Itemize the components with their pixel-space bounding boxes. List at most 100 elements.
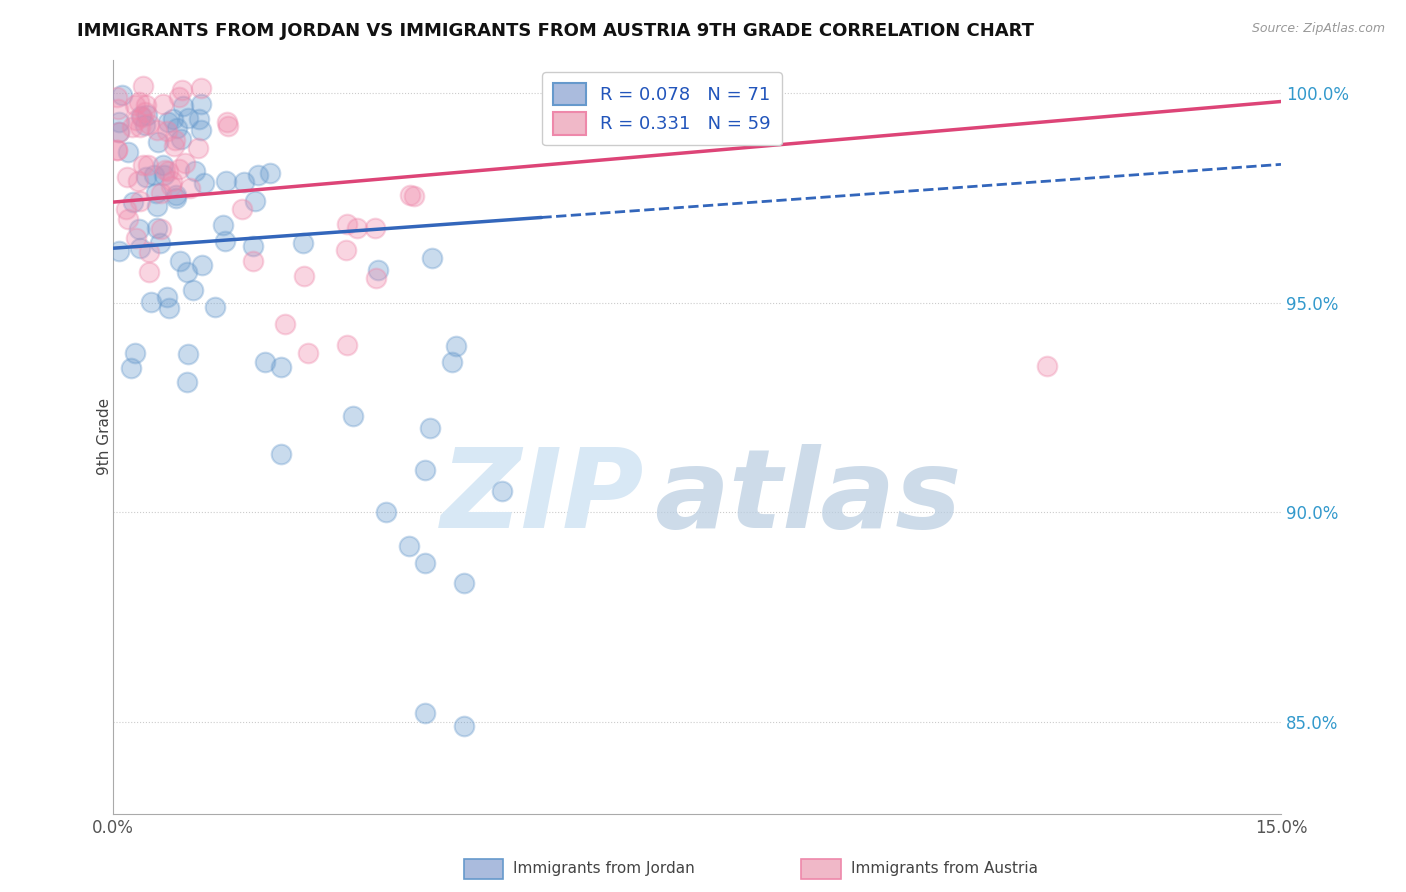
- Point: [231, 202, 253, 216]
- Point: [111, 87, 134, 102]
- Point: [156, 115, 179, 129]
- Point: [105, 143, 128, 157]
- Text: Immigrants from Jordan: Immigrants from Jordan: [513, 862, 695, 876]
- Point: [420, 251, 443, 265]
- Point: [170, 83, 193, 97]
- Point: [107, 125, 129, 139]
- Point: [367, 262, 389, 277]
- Point: [138, 244, 160, 259]
- Point: [142, 168, 165, 182]
- Point: [129, 241, 152, 255]
- Text: Source: ZipAtlas.com: Source: ZipAtlas.com: [1251, 22, 1385, 36]
- Point: [120, 360, 142, 375]
- Point: [125, 230, 148, 244]
- Point: [153, 168, 176, 182]
- Point: [215, 115, 238, 129]
- Point: [156, 290, 179, 304]
- Point: [212, 218, 235, 232]
- Point: [107, 102, 129, 116]
- Point: [413, 706, 436, 721]
- Point: [444, 339, 467, 353]
- Point: [491, 484, 513, 499]
- Point: [270, 360, 292, 375]
- Point: [190, 80, 212, 95]
- Point: [146, 123, 169, 137]
- Point: [107, 125, 129, 139]
- Point: [193, 176, 215, 190]
- Point: [163, 133, 186, 147]
- Point: [170, 132, 193, 146]
- Point: [243, 194, 266, 208]
- Point: [135, 98, 157, 112]
- Point: [232, 175, 254, 189]
- Point: [135, 170, 157, 185]
- Point: [149, 186, 172, 201]
- Point: [453, 576, 475, 591]
- Point: [128, 120, 150, 134]
- Point: [153, 163, 176, 178]
- Point: [217, 119, 239, 133]
- Point: [191, 258, 214, 272]
- Point: [342, 409, 364, 423]
- Point: [190, 123, 212, 137]
- Text: Immigrants from Austria: Immigrants from Austria: [851, 862, 1038, 876]
- Point: [166, 121, 188, 136]
- Point: [404, 188, 426, 202]
- Point: [183, 164, 205, 178]
- Point: [157, 301, 180, 316]
- Point: [134, 118, 156, 132]
- Point: [176, 375, 198, 389]
- Point: [128, 222, 150, 236]
- Point: [136, 108, 159, 122]
- Point: [125, 113, 148, 128]
- Point: [127, 174, 149, 188]
- Point: [374, 505, 396, 519]
- Point: [157, 163, 180, 178]
- Point: [173, 156, 195, 170]
- Point: [176, 265, 198, 279]
- Point: [366, 271, 388, 285]
- Point: [115, 202, 138, 216]
- Text: IMMIGRANTS FROM JORDAN VS IMMIGRANTS FROM AUSTRIA 9TH GRADE CORRELATION CHART: IMMIGRANTS FROM JORDAN VS IMMIGRANTS FRO…: [77, 22, 1035, 40]
- Point: [398, 188, 420, 202]
- Point: [291, 236, 314, 251]
- Point: [121, 120, 143, 134]
- Point: [335, 243, 357, 257]
- Point: [172, 98, 194, 112]
- Point: [152, 97, 174, 112]
- Point: [364, 220, 387, 235]
- Point: [413, 556, 436, 570]
- Point: [165, 187, 187, 202]
- Text: ZIP: ZIP: [441, 443, 644, 550]
- Point: [183, 283, 205, 297]
- Point: [165, 191, 187, 205]
- Point: [259, 166, 281, 180]
- Point: [129, 194, 152, 209]
- Point: [336, 217, 359, 231]
- Point: [108, 115, 131, 129]
- Point: [146, 135, 169, 149]
- Point: [105, 143, 128, 157]
- Point: [149, 222, 172, 236]
- Point: [132, 78, 155, 93]
- Point: [169, 161, 191, 176]
- Point: [214, 234, 236, 248]
- Point: [146, 199, 169, 213]
- Point: [186, 140, 208, 154]
- Point: [163, 138, 186, 153]
- Point: [129, 109, 152, 123]
- Point: [453, 719, 475, 733]
- Point: [247, 168, 270, 182]
- Point: [134, 104, 156, 119]
- Point: [346, 221, 368, 235]
- Point: [204, 300, 226, 314]
- Point: [136, 158, 159, 172]
- Point: [253, 354, 276, 368]
- Point: [131, 111, 153, 125]
- Point: [270, 446, 292, 460]
- Point: [117, 145, 139, 159]
- Point: [124, 98, 146, 112]
- Point: [115, 169, 138, 184]
- Point: [138, 117, 160, 131]
- Point: [160, 174, 183, 188]
